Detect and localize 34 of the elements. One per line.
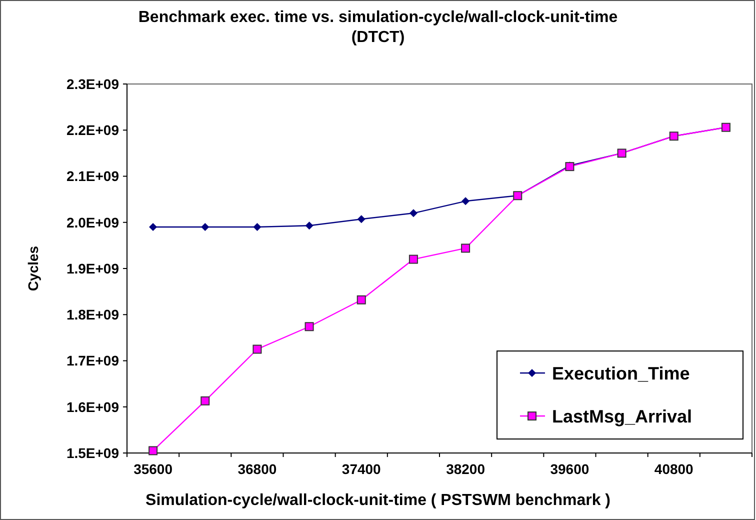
y-tick-label: 1.8E+09 [66,306,120,323]
x-tick-label: 40800 [654,461,694,477]
x-axis-title: Simulation-cycle/wall-clock-unit-time ( PSTSWM benchmark ) [146,492,610,509]
point [408,254,418,264]
x-tick-label: 38200 [446,461,486,477]
y-tick-label: 1.6E+09 [66,398,120,415]
chart-title: Benchmark exec. time vs. simulation-cycle/wall-clock-unit-time (DTCT) [138,9,618,46]
y-tick-label: 2.0E+09 [66,214,120,230]
point [201,222,210,231]
y-axis-title: Cycles [25,246,41,292]
y-tick-label: 2.1E+09 [66,168,120,184]
y-tick-label: 1.9E+09 [66,260,120,276]
y-tick-label: 2.3E+09 [66,76,120,92]
x-tick-label: 39600 [550,461,590,477]
y-tick-label: 1.5E+09 [66,444,120,461]
point [200,396,210,406]
x-tick-label: 36800 [238,461,277,477]
point [304,322,314,332]
point [305,222,314,230]
point [356,295,366,304]
legend-label: LastMsg_Arrival [552,406,692,426]
point [252,344,262,354]
x-tick-label: 35600 [134,461,173,477]
point [253,222,262,231]
point [461,244,470,253]
point [462,197,470,206]
y-tick-label: 1.7E+09 [66,352,120,369]
y-tick-label: 2.2E+09 [66,122,120,138]
point [148,446,158,456]
point [357,215,366,224]
x-tick-label: 37400 [342,461,382,477]
point [149,222,158,231]
legend-label: Execution_Time [552,363,690,384]
point [409,209,418,218]
